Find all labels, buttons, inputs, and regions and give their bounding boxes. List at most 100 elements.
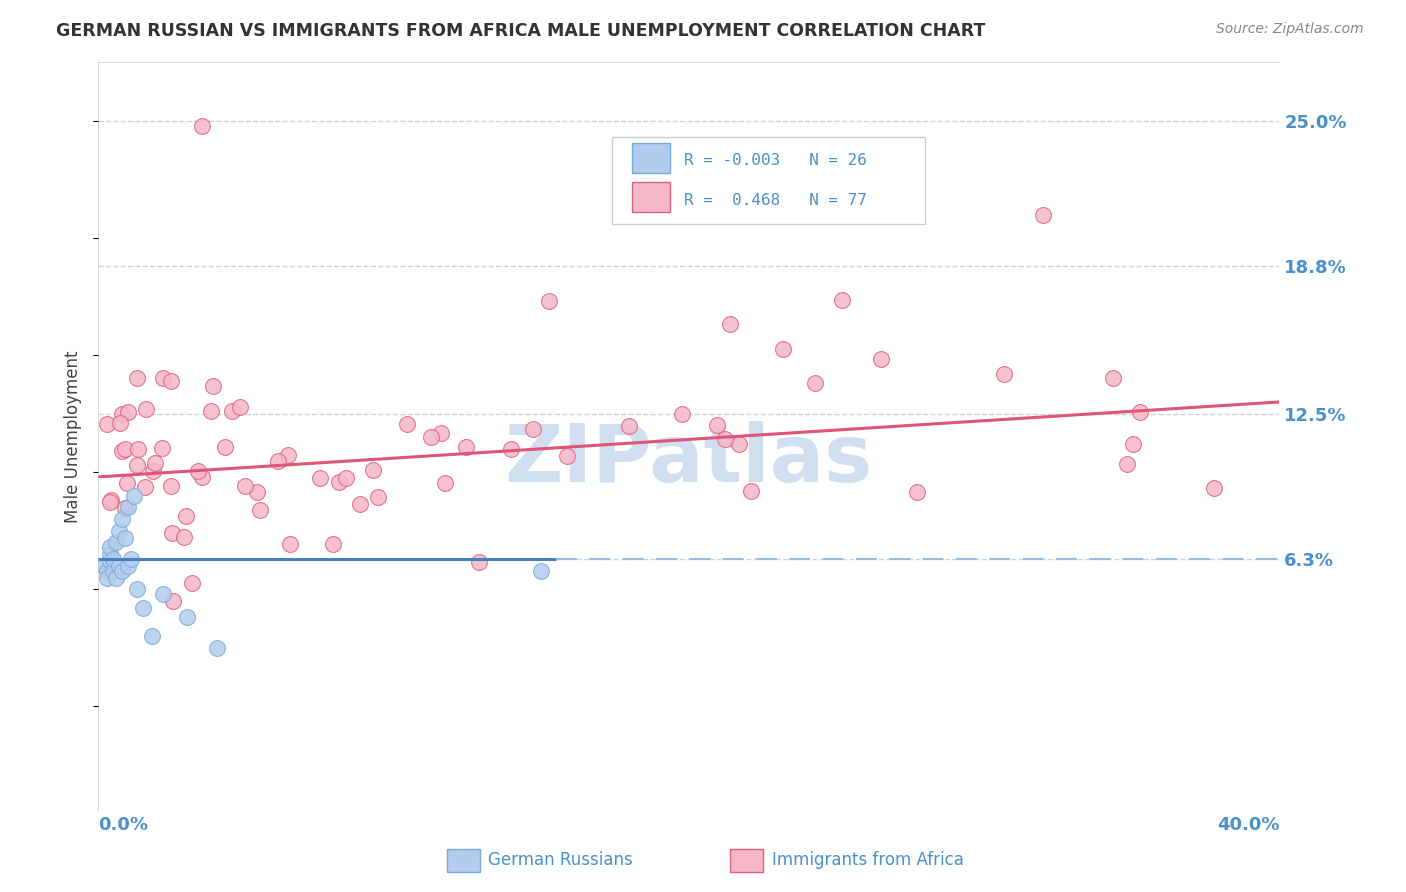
Point bbox=[152, 587, 174, 601]
Point bbox=[202, 379, 225, 393]
Point bbox=[1101, 370, 1123, 384]
Point bbox=[433, 475, 456, 490]
Point bbox=[537, 294, 560, 309]
FancyBboxPatch shape bbox=[633, 182, 671, 212]
Point bbox=[322, 537, 344, 551]
Point bbox=[740, 484, 762, 499]
Point bbox=[111, 512, 134, 526]
Point bbox=[869, 351, 891, 366]
Point bbox=[141, 629, 163, 643]
Point bbox=[160, 525, 183, 540]
Point bbox=[235, 479, 257, 493]
Point bbox=[159, 375, 181, 389]
Point bbox=[93, 558, 115, 573]
FancyBboxPatch shape bbox=[612, 137, 925, 224]
Point bbox=[335, 470, 357, 484]
Point bbox=[108, 416, 131, 430]
Point bbox=[117, 405, 139, 419]
Point bbox=[122, 489, 145, 503]
Point bbox=[246, 485, 269, 500]
Point bbox=[803, 376, 825, 391]
Point bbox=[420, 430, 443, 444]
Point bbox=[176, 509, 198, 524]
Point bbox=[191, 119, 214, 133]
Point bbox=[309, 471, 332, 485]
Point bbox=[114, 531, 136, 545]
Point bbox=[135, 402, 157, 417]
Point bbox=[396, 417, 419, 431]
Text: German Russians: German Russians bbox=[488, 852, 633, 870]
Point bbox=[96, 571, 118, 585]
Text: Immigrants from Africa: Immigrants from Africa bbox=[772, 852, 963, 870]
Point bbox=[98, 547, 121, 561]
Point bbox=[361, 462, 384, 476]
Point bbox=[228, 400, 250, 414]
Point bbox=[142, 464, 165, 478]
Point bbox=[145, 457, 167, 471]
Point bbox=[96, 564, 118, 578]
Point bbox=[152, 371, 174, 385]
Point bbox=[162, 594, 184, 608]
Point bbox=[190, 470, 212, 484]
Point bbox=[127, 442, 149, 456]
Point bbox=[103, 551, 125, 566]
Point bbox=[278, 536, 301, 550]
Point bbox=[98, 495, 121, 509]
Point bbox=[111, 444, 134, 458]
Point bbox=[349, 497, 371, 511]
Point bbox=[160, 479, 183, 493]
Point bbox=[1116, 457, 1139, 471]
Point bbox=[115, 476, 138, 491]
Point bbox=[772, 343, 794, 357]
Point bbox=[619, 418, 641, 433]
Point bbox=[214, 441, 236, 455]
Point bbox=[499, 442, 522, 457]
Point bbox=[249, 502, 271, 516]
Point bbox=[150, 441, 173, 455]
Point bbox=[993, 368, 1015, 382]
Text: ZIPatlas: ZIPatlas bbox=[505, 420, 873, 499]
Point bbox=[117, 500, 139, 515]
Point bbox=[98, 554, 121, 568]
Point bbox=[831, 293, 853, 307]
Point bbox=[1204, 481, 1226, 495]
Point bbox=[530, 564, 553, 578]
Point bbox=[134, 480, 156, 494]
FancyBboxPatch shape bbox=[730, 849, 763, 871]
Point bbox=[132, 601, 155, 615]
Point bbox=[718, 317, 741, 331]
Point bbox=[181, 576, 204, 591]
Point bbox=[714, 432, 737, 446]
Text: GERMAN RUSSIAN VS IMMIGRANTS FROM AFRICA MALE UNEMPLOYMENT CORRELATION CHART: GERMAN RUSSIAN VS IMMIGRANTS FROM AFRICA… bbox=[56, 22, 986, 40]
Text: R =  0.468   N = 77: R = 0.468 N = 77 bbox=[685, 193, 868, 208]
Point bbox=[108, 524, 131, 538]
Text: 40.0%: 40.0% bbox=[1218, 816, 1279, 834]
Point bbox=[706, 418, 728, 433]
Point bbox=[117, 558, 139, 573]
Point bbox=[127, 458, 149, 472]
Point bbox=[671, 407, 693, 421]
Point bbox=[205, 640, 228, 655]
Point bbox=[96, 417, 118, 432]
Point bbox=[105, 535, 128, 549]
Point bbox=[454, 440, 477, 454]
Point bbox=[1122, 437, 1144, 451]
Point bbox=[108, 558, 131, 573]
Y-axis label: Male Unemployment: Male Unemployment bbox=[65, 351, 83, 524]
Point bbox=[522, 422, 544, 436]
Point bbox=[266, 454, 288, 468]
Point bbox=[429, 425, 451, 440]
Point bbox=[328, 475, 350, 490]
Point bbox=[125, 582, 148, 597]
Point bbox=[114, 501, 136, 516]
Point bbox=[173, 530, 195, 544]
Point bbox=[100, 492, 122, 507]
Point bbox=[468, 555, 491, 569]
Point bbox=[103, 564, 125, 578]
Text: 0.0%: 0.0% bbox=[98, 816, 149, 834]
Point bbox=[120, 551, 142, 566]
Point bbox=[200, 404, 222, 418]
Point bbox=[176, 610, 198, 624]
Point bbox=[367, 490, 389, 504]
Point bbox=[187, 463, 209, 477]
